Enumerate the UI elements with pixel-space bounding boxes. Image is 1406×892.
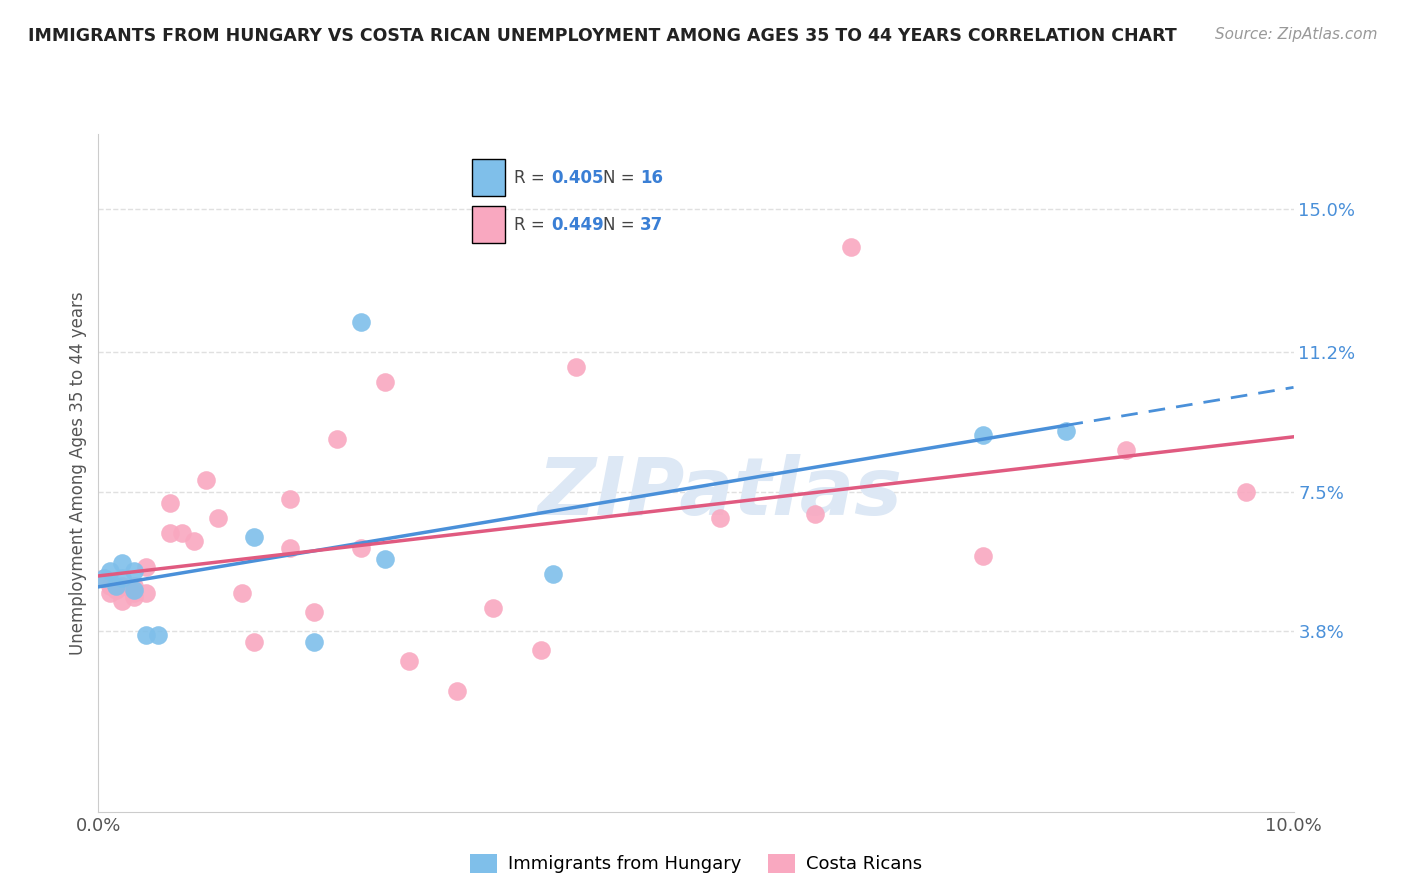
Point — [302, 635, 325, 649]
Point — [302, 605, 325, 619]
Point — [124, 586, 146, 600]
Point — [135, 560, 157, 574]
Point — [100, 564, 122, 578]
Point — [374, 376, 396, 390]
Point — [1234, 484, 1257, 499]
Point — [183, 533, 205, 548]
Point — [278, 541, 301, 555]
Text: Source: ZipAtlas.com: Source: ZipAtlas.com — [1215, 27, 1378, 42]
Point — [111, 571, 134, 585]
Point — [207, 511, 229, 525]
Point — [243, 530, 266, 544]
Legend: Immigrants from Hungary, Costa Ricans: Immigrants from Hungary, Costa Ricans — [463, 847, 929, 880]
Point — [374, 552, 396, 566]
Point — [159, 526, 181, 541]
Point — [529, 642, 551, 657]
Point — [111, 579, 134, 593]
Point — [124, 582, 146, 597]
Point — [1054, 425, 1078, 439]
Point — [243, 635, 266, 649]
Point — [111, 579, 134, 593]
Point — [172, 526, 194, 541]
Point — [148, 628, 170, 642]
Point — [709, 511, 731, 525]
Point — [231, 586, 253, 600]
Point — [93, 571, 115, 585]
Text: ZIPatlas: ZIPatlas — [537, 454, 903, 533]
Point — [111, 594, 134, 608]
Point — [105, 579, 128, 593]
Point — [100, 579, 122, 593]
Point — [481, 601, 505, 615]
Point — [972, 428, 994, 442]
Point — [135, 628, 157, 642]
Point — [1115, 443, 1137, 458]
Point — [350, 541, 373, 555]
Point — [541, 567, 564, 582]
Point — [326, 432, 349, 446]
Point — [93, 571, 115, 585]
Point — [111, 556, 134, 570]
Point — [350, 315, 373, 329]
Point — [398, 654, 420, 668]
Point — [135, 586, 157, 600]
Point — [100, 586, 122, 600]
Point — [565, 360, 588, 375]
Y-axis label: Unemployment Among Ages 35 to 44 years: Unemployment Among Ages 35 to 44 years — [69, 291, 87, 655]
Point — [105, 582, 128, 597]
Point — [124, 590, 146, 604]
Text: IMMIGRANTS FROM HUNGARY VS COSTA RICAN UNEMPLOYMENT AMONG AGES 35 TO 44 YEARS CO: IMMIGRANTS FROM HUNGARY VS COSTA RICAN U… — [28, 27, 1177, 45]
Point — [804, 507, 827, 521]
Point — [124, 564, 146, 578]
Point — [446, 684, 468, 698]
Point — [841, 240, 863, 254]
Point — [195, 473, 218, 487]
Point — [972, 549, 994, 563]
Point — [124, 579, 146, 593]
Point — [278, 492, 301, 507]
Point — [159, 496, 181, 510]
